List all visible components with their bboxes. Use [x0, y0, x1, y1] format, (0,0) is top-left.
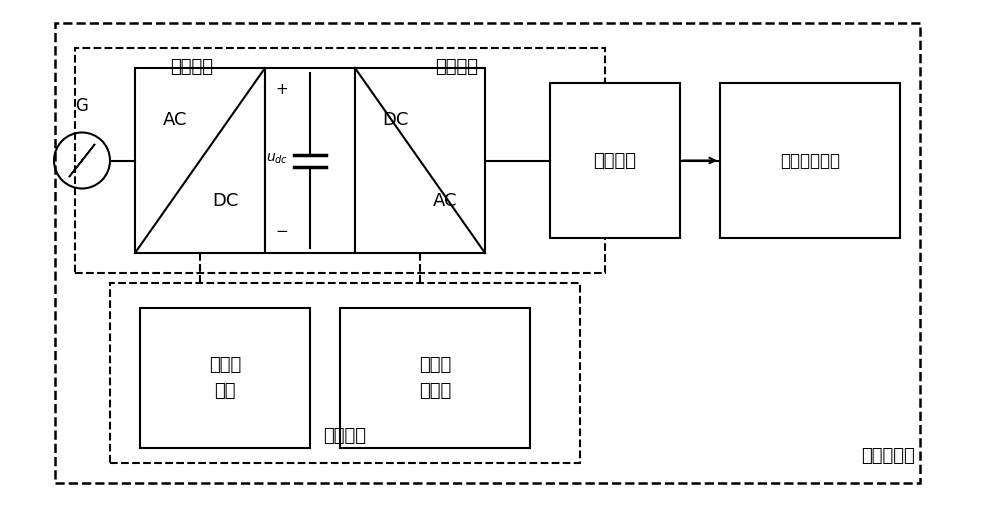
Text: 控制单元: 控制单元 [324, 427, 366, 445]
Text: 功率放大器: 功率放大器 [861, 447, 915, 465]
Text: +: + [276, 82, 288, 98]
Bar [355, 68, 485, 253]
Text: AC: AC [433, 192, 457, 210]
Text: 逆变单元: 逆变单元 [435, 58, 478, 76]
Text: 载波移
相调制: 载波移 相调制 [419, 356, 451, 400]
Bar [75, 48, 605, 273]
Text: 功率放大输出: 功率放大输出 [780, 151, 840, 170]
Bar [110, 283, 580, 463]
Text: 滤波单元: 滤波单元 [594, 151, 637, 170]
Bar [340, 308, 530, 448]
Text: DC: DC [382, 111, 408, 129]
Text: 双闭环
控制: 双闭环 控制 [209, 356, 241, 400]
Bar [550, 83, 680, 238]
Text: 整流单元: 整流单元 [170, 58, 213, 76]
Text: $u_{dc}$: $u_{dc}$ [266, 151, 288, 166]
Text: G: G [76, 97, 88, 114]
Bar [265, 68, 355, 253]
Text: −: − [276, 224, 288, 238]
Bar [720, 83, 900, 238]
Text: DC: DC [212, 192, 238, 210]
Bar [135, 68, 265, 253]
Bar [140, 308, 310, 448]
Bar [55, 23, 920, 483]
Text: AC: AC [163, 111, 187, 129]
